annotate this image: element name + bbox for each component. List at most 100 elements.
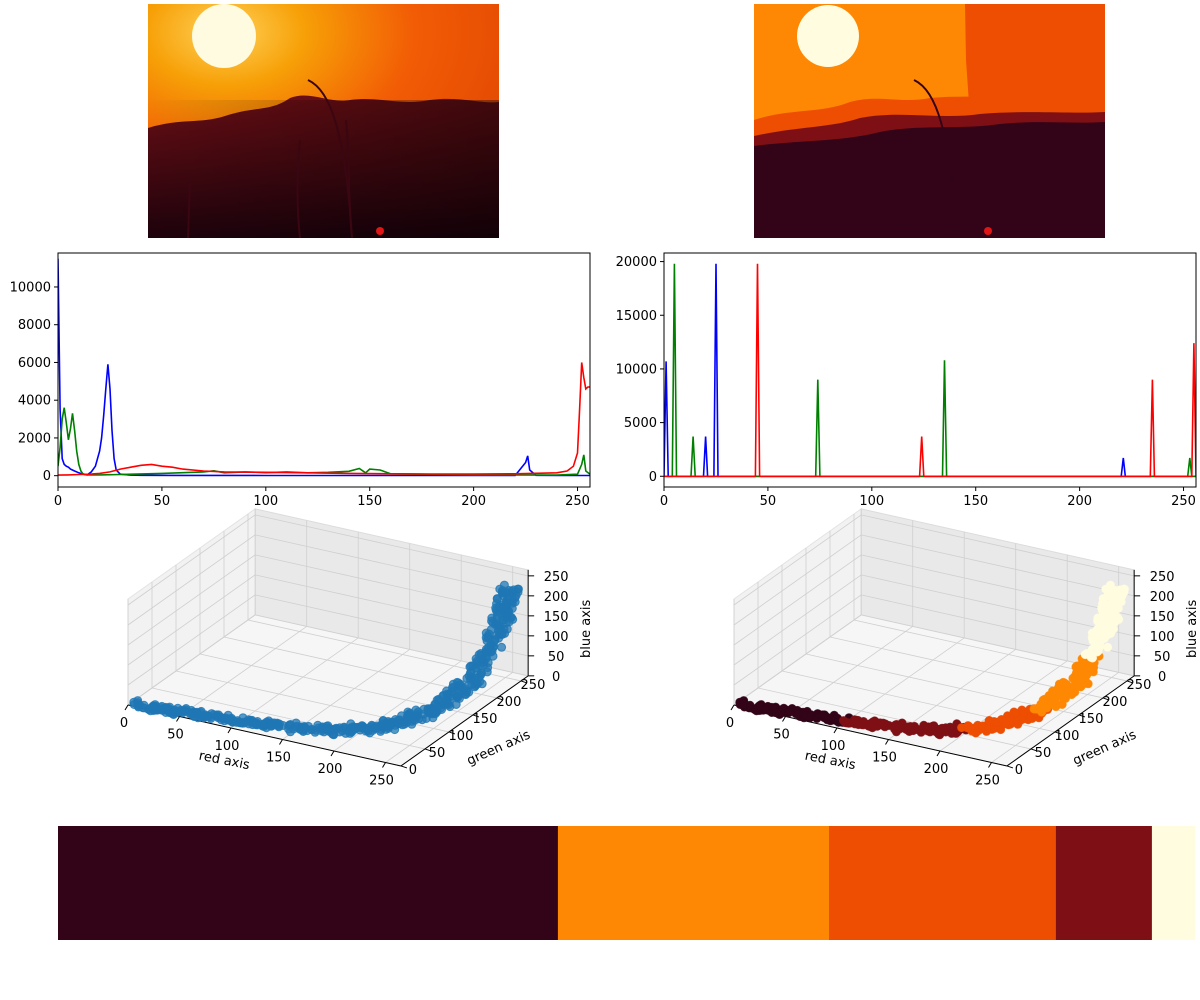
- x-tick: [885, 739, 889, 745]
- y-tick: [1030, 748, 1038, 752]
- x-tick: [730, 704, 735, 711]
- grid-line: [733, 594, 1135, 686]
- x-tick-label: 100: [821, 739, 846, 754]
- z-tick-label: 0: [1158, 670, 1166, 685]
- x-tick-label: 200: [1067, 494, 1092, 509]
- scatter-point: [178, 707, 188, 717]
- histogram-original: 0 50 100 150 200 250 0 2000 4000 6000 8000 10000: [10, 252, 591, 509]
- y-tick-label: 15000: [616, 309, 657, 324]
- grid-line: [733, 614, 1135, 706]
- quantized-image: [754, 4, 1105, 238]
- plot-frame: [57, 252, 591, 488]
- z-tick-label: 150: [1150, 610, 1175, 625]
- series-group: [664, 263, 1196, 478]
- color-segment-0: [58, 826, 559, 940]
- sun: [192, 4, 256, 68]
- x-tick-label: 100: [859, 494, 884, 509]
- scatter3d-quantized: 0501001502002500501001502002500501001502…: [726, 507, 1200, 789]
- color-segment-1: [557, 826, 830, 940]
- grid-line: [127, 594, 529, 686]
- y-tick-label: 50: [429, 746, 446, 761]
- x-tick-label: 200: [461, 494, 486, 509]
- x-tick-label: 150: [872, 751, 897, 766]
- series-line-2: [664, 263, 1196, 478]
- x-tick-label: 150: [266, 751, 291, 766]
- y-tick-label: 200: [497, 695, 522, 710]
- scatter-point: [456, 679, 466, 689]
- scatter-point: [962, 723, 972, 733]
- y-axis-line: [400, 675, 529, 767]
- y-tick-label: 150: [1079, 712, 1104, 727]
- plot-frame: [663, 252, 1197, 488]
- x-tick: [176, 716, 180, 722]
- x-tick-label: 250: [1171, 494, 1196, 509]
- y-tick-label: 200: [1103, 695, 1128, 710]
- z-tick-label: 100: [544, 630, 569, 645]
- x-tick-label: 50: [773, 728, 790, 743]
- y-tick: [520, 680, 528, 684]
- x-tick-label: 250: [565, 494, 590, 509]
- grid-line: [333, 554, 462, 752]
- x-tick-label: 0: [726, 716, 734, 731]
- x-tick-label: 250: [369, 774, 394, 789]
- scatter-point: [1115, 585, 1125, 595]
- y-axis-label: green axis: [1071, 727, 1139, 768]
- series-group: [58, 258, 590, 477]
- y-tick-label: 100: [1055, 729, 1080, 744]
- z-tick-label: 200: [544, 590, 569, 605]
- x-tick: [330, 750, 335, 757]
- y-tick: [424, 748, 432, 752]
- scatter-point: [356, 723, 366, 733]
- grid-line: [785, 520, 914, 717]
- x-tick: [227, 727, 232, 734]
- y-tick-label: 250: [521, 678, 546, 693]
- x-axis-label: red axis: [803, 749, 857, 774]
- points: [735, 580, 1129, 740]
- x-tick-label: 250: [975, 774, 1000, 789]
- x-tick: [279, 739, 283, 745]
- grid-line: [179, 520, 308, 717]
- grid-line: [733, 514, 1135, 606]
- grid-line: [127, 534, 529, 626]
- x-tick-label: 0: [660, 494, 668, 509]
- y-tick: [448, 731, 456, 735]
- y-tick-label: 50: [1035, 746, 1052, 761]
- x-tick-label: 100: [253, 494, 278, 509]
- series-line-0: [664, 263, 1196, 478]
- grid-line: [836, 531, 965, 729]
- y-tick-label: 0: [1015, 763, 1023, 778]
- dominant-colors-bar: [58, 826, 1196, 940]
- grid-line: [127, 574, 529, 666]
- scatter-point: [1062, 679, 1072, 689]
- grid-line: [127, 514, 529, 606]
- z-tick-label: 150: [544, 610, 569, 625]
- series-line-1: [664, 263, 1196, 478]
- y-tick-label: 20000: [616, 255, 657, 270]
- z-tick-label: 200: [1150, 590, 1175, 605]
- x-tick: [124, 704, 129, 711]
- x-tick-label: 150: [963, 494, 988, 509]
- z-tick-label: 50: [548, 650, 565, 665]
- y-tick-label: 8000: [18, 318, 51, 333]
- y-tick: [400, 765, 408, 769]
- y-tick-label: 4000: [18, 394, 51, 409]
- y-tick-label: 0: [409, 763, 417, 778]
- y-tick: [1054, 731, 1062, 735]
- y-axis-line: [1006, 675, 1135, 767]
- grid-line: [888, 543, 1017, 740]
- y-tick: [1006, 765, 1014, 769]
- series-line-2: [58, 362, 590, 476]
- y-tick-label: 0: [649, 470, 657, 485]
- x-axis-label: red axis: [197, 749, 251, 774]
- z-tick-label: 250: [544, 570, 569, 585]
- scatter-point: [1105, 580, 1115, 590]
- grid-line: [127, 554, 529, 646]
- y-axis-label: green axis: [465, 727, 533, 768]
- y-tick: [472, 714, 480, 718]
- x-tick-label: 150: [357, 494, 382, 509]
- y-tick-label: 0: [43, 469, 51, 484]
- series-line-0: [58, 258, 590, 477]
- z-tick-label: 50: [1154, 650, 1171, 665]
- z-tick-label: 250: [1150, 570, 1175, 585]
- y-tick-label: 100: [449, 729, 474, 744]
